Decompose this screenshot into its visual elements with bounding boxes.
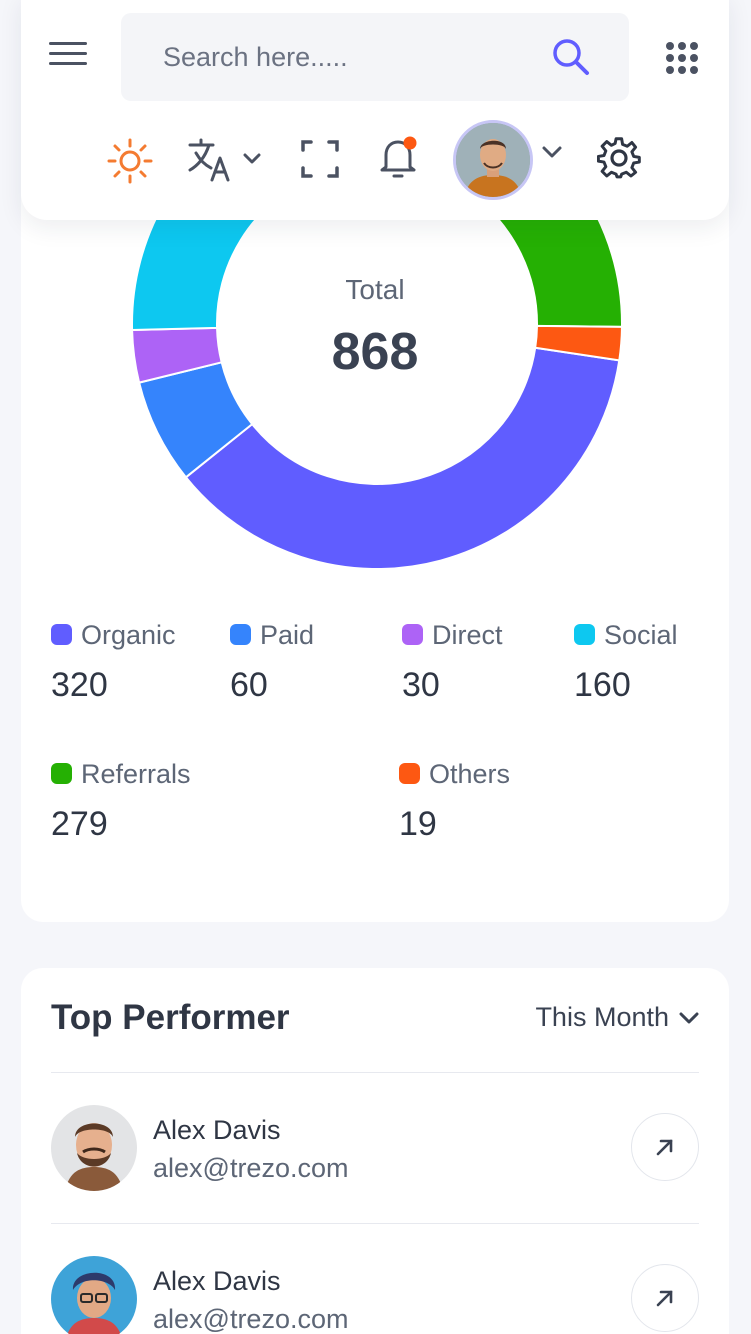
traffic-card: Total 868 Organic 320 Paid 60 Direct 30 … — [21, 150, 729, 922]
search-box — [121, 13, 629, 101]
legend-label: Others — [429, 759, 511, 789]
performer-name: Alex Davis — [153, 1115, 281, 1145]
performer-row: Alex Davis alex@trezo.com — [51, 1256, 699, 1334]
sun-icon[interactable] — [107, 138, 153, 184]
notification-bell-icon[interactable] — [379, 134, 419, 180]
donut-total-value: 868 — [331, 323, 419, 381]
search-input[interactable] — [121, 13, 541, 101]
avatar — [51, 1256, 137, 1334]
legend-dot — [51, 624, 72, 645]
settings-gear-icon[interactable] — [596, 136, 641, 180]
arrow-up-right-icon — [656, 1139, 673, 1156]
donut-slice-organic[interactable] — [184, 346, 621, 570]
card-title: Top Performer — [51, 998, 290, 1037]
legend-dot — [574, 624, 595, 645]
view-performer-button[interactable] — [631, 1113, 699, 1181]
top-header — [21, 0, 729, 220]
performer-email: alex@trezo.com — [153, 1304, 349, 1334]
performer-email: alex@trezo.com — [153, 1153, 349, 1183]
avatar — [51, 1105, 137, 1191]
legend-label: Direct — [432, 620, 503, 650]
legend-value: 320 — [51, 666, 108, 704]
performer-name: Alex Davis — [153, 1266, 281, 1296]
divider — [51, 1223, 699, 1224]
fullscreen-icon[interactable] — [301, 140, 339, 178]
top-performer-card: Top Performer This Month Alex Davis alex… — [21, 968, 729, 1334]
legend-dot — [230, 624, 251, 645]
legend-value: 30 — [402, 666, 440, 704]
profile-avatar[interactable] — [453, 120, 533, 200]
view-performer-button[interactable] — [631, 1264, 699, 1332]
chevron-down-icon — [679, 1012, 699, 1023]
apps-grid-icon[interactable] — [665, 41, 699, 75]
period-label: This Month — [535, 1002, 669, 1032]
divider — [51, 1072, 699, 1073]
profile-chevron-down-icon[interactable] — [541, 144, 563, 160]
legend-dot — [399, 763, 420, 784]
legend-value: 60 — [230, 666, 268, 704]
period-dropdown[interactable]: This Month — [535, 1002, 699, 1033]
legend-value: 279 — [51, 805, 108, 843]
translate-icon[interactable] — [187, 138, 265, 184]
search-icon[interactable] — [551, 37, 591, 77]
legend-label: Referrals — [81, 759, 191, 789]
legend-dot — [51, 763, 72, 784]
menu-icon[interactable] — [49, 42, 87, 72]
legend-label: Social — [604, 620, 678, 650]
legend-label: Paid — [260, 620, 315, 650]
donut-slice-others[interactable] — [534, 324, 623, 362]
legend-value: 19 — [399, 805, 437, 843]
legend-label: Organic — [81, 620, 176, 650]
performer-row: Alex Davis alex@trezo.com — [51, 1105, 699, 1215]
legend-value: 160 — [574, 666, 631, 704]
donut-total-label: Total — [345, 274, 405, 305]
arrow-up-right-icon — [656, 1290, 673, 1307]
legend-dot — [402, 624, 423, 645]
